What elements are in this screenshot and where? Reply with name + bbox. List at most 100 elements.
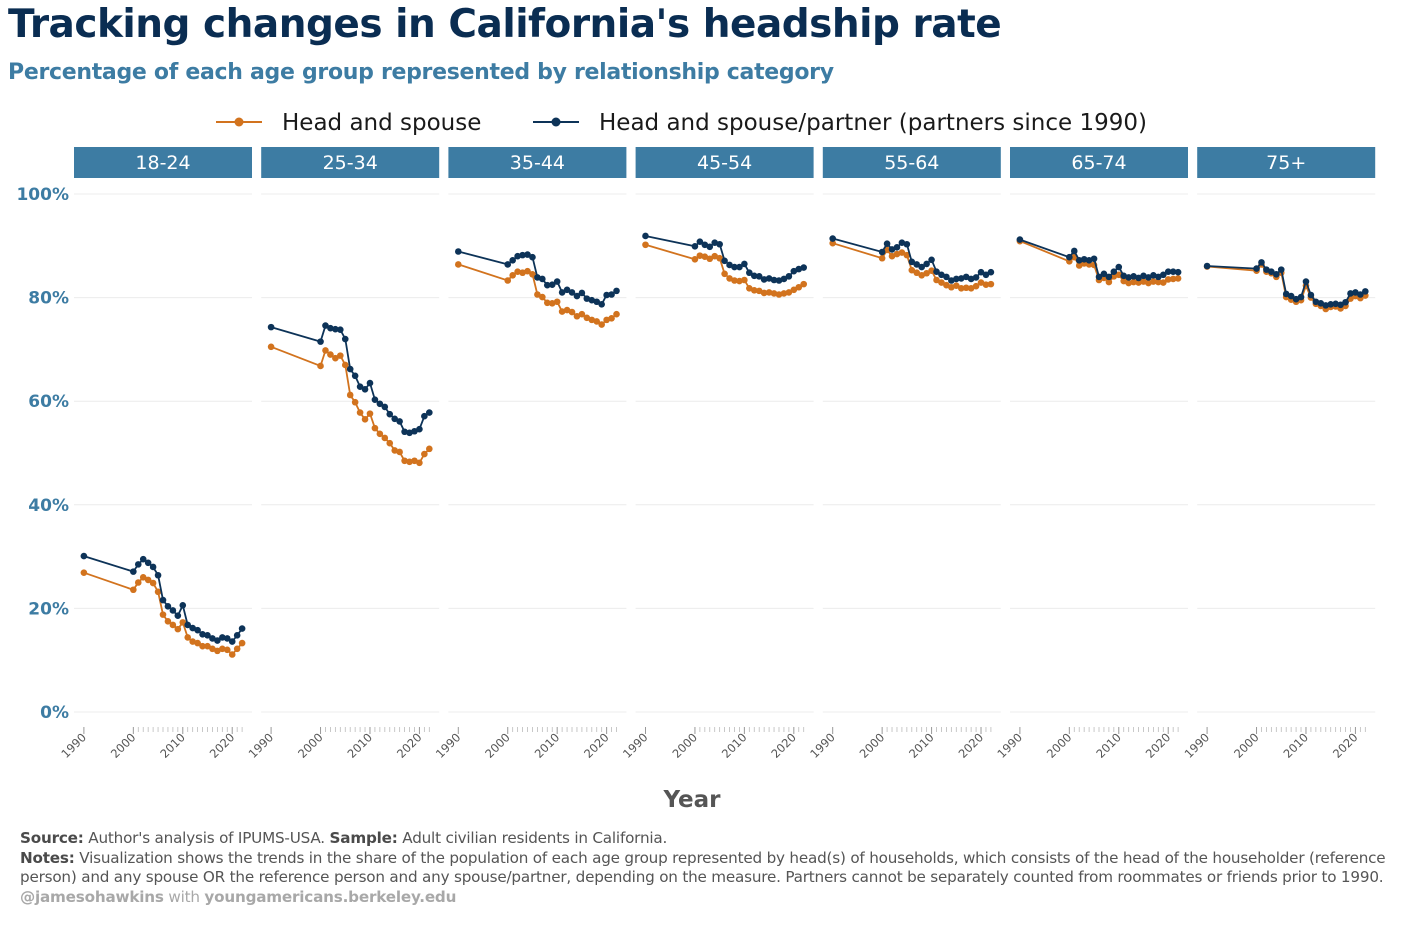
data-point <box>1297 293 1305 301</box>
data-point <box>726 275 733 282</box>
data-point <box>711 252 719 260</box>
data-point <box>1169 268 1177 275</box>
data-point <box>396 448 403 456</box>
data-point <box>1105 273 1113 281</box>
legend-label-head-spouse: Head and spouse <box>282 110 481 136</box>
data-point <box>219 634 226 641</box>
data-point <box>421 450 428 458</box>
data-point <box>1159 279 1167 286</box>
data-point <box>1164 276 1172 283</box>
data-point <box>563 286 571 294</box>
data-point <box>608 315 615 322</box>
data-point <box>199 631 206 638</box>
data-point <box>878 254 886 262</box>
y-tick-label: 0% <box>40 703 69 723</box>
y-axis: 0% 20% 40% 60% 80% 100% <box>16 185 69 723</box>
data-point <box>903 240 911 248</box>
data-point <box>361 416 369 423</box>
data-point <box>548 281 556 288</box>
data-point <box>1277 266 1285 273</box>
data-point <box>982 281 990 288</box>
facet-panel-18-24: 18-24 1990 2000 2010 2020 <box>58 147 252 761</box>
data-point <box>509 257 516 264</box>
x-tick-label: 2000 <box>1044 730 1075 761</box>
data-point <box>829 235 836 242</box>
credit-line: @jamesohawkins with youngamericans.berke… <box>20 888 1390 908</box>
data-point <box>731 277 738 284</box>
data-point <box>1307 291 1315 299</box>
data-point <box>80 569 88 576</box>
x-tick-label: 2010 <box>1093 730 1124 761</box>
data-point <box>356 409 364 416</box>
data-point <box>613 287 620 295</box>
data-point <box>144 559 152 567</box>
data-point <box>1135 279 1142 286</box>
source-text: Author's analysis of IPUMS-USA. <box>88 829 325 847</box>
data-point <box>341 361 349 369</box>
y-tick-label: 100% <box>16 185 69 205</box>
data-point <box>800 264 808 271</box>
data-point <box>1080 255 1088 263</box>
data-point <box>721 257 728 265</box>
data-point <box>608 291 615 298</box>
data-point <box>1145 274 1152 281</box>
x-tick-label: 1990 <box>620 730 651 761</box>
data-point <box>972 274 980 281</box>
data-point <box>883 246 891 254</box>
data-point <box>736 263 743 271</box>
facet-strip <box>261 147 440 178</box>
x-tick-label: 2010 <box>1280 730 1311 761</box>
data-point <box>923 260 930 268</box>
x-tick-label: 1990 <box>433 730 464 761</box>
data-point <box>267 343 275 351</box>
data-point <box>524 267 531 275</box>
data-point <box>351 398 359 406</box>
footer-notes: Source: Author's analysis of IPUMS-USA. … <box>20 829 1390 907</box>
y-tick-label: 80% <box>28 289 69 309</box>
facet-strip-label: 75+ <box>1266 152 1306 174</box>
data-point <box>1357 291 1364 298</box>
facet-panel-65-74: 65-74 1990 2000 2010 2020 <box>994 147 1188 761</box>
data-point <box>454 248 462 255</box>
data-point <box>1273 270 1280 278</box>
x-tick-label: 2000 <box>669 730 700 761</box>
data-point <box>411 427 418 435</box>
data-point <box>691 243 699 250</box>
data-point <box>598 321 605 328</box>
data-point <box>1268 268 1275 275</box>
x-tick-label: 1990 <box>1182 730 1213 761</box>
data-point <box>164 618 172 625</box>
data-point <box>327 351 334 358</box>
data-point <box>731 263 738 271</box>
data-point <box>721 270 728 278</box>
legend: Head and spouse Head and spouse/partner … <box>216 110 1147 136</box>
data-point <box>134 561 142 568</box>
x-axis-title: Year <box>662 787 721 813</box>
data-point <box>977 268 985 276</box>
data-point <box>391 415 399 423</box>
data-point <box>918 272 925 279</box>
sample-text: Adult civilian residents in California. <box>402 829 668 847</box>
data-point <box>504 261 512 268</box>
data-point <box>130 568 137 575</box>
data-point <box>317 362 324 370</box>
data-point <box>1342 298 1349 306</box>
x-tick-label: 2010 <box>532 730 563 761</box>
data-point <box>346 391 354 399</box>
data-point <box>332 354 339 362</box>
data-point <box>223 646 231 654</box>
data-point <box>1352 289 1359 296</box>
series-head-spouse <box>454 261 620 328</box>
data-point <box>396 418 403 425</box>
data-point <box>1322 302 1330 309</box>
data-point <box>159 611 167 618</box>
data-point <box>903 251 911 259</box>
facet-panel-75+: 75+ 1990 2000 2010 2020 <box>1182 147 1376 761</box>
data-point <box>426 409 433 416</box>
data-point <box>642 232 649 240</box>
facet-panel-35-44: 35-44 1990 2000 2010 2020 <box>433 147 627 761</box>
data-point <box>154 571 162 579</box>
data-point <box>381 403 389 411</box>
data-point <box>322 322 329 329</box>
data-point <box>913 269 921 277</box>
